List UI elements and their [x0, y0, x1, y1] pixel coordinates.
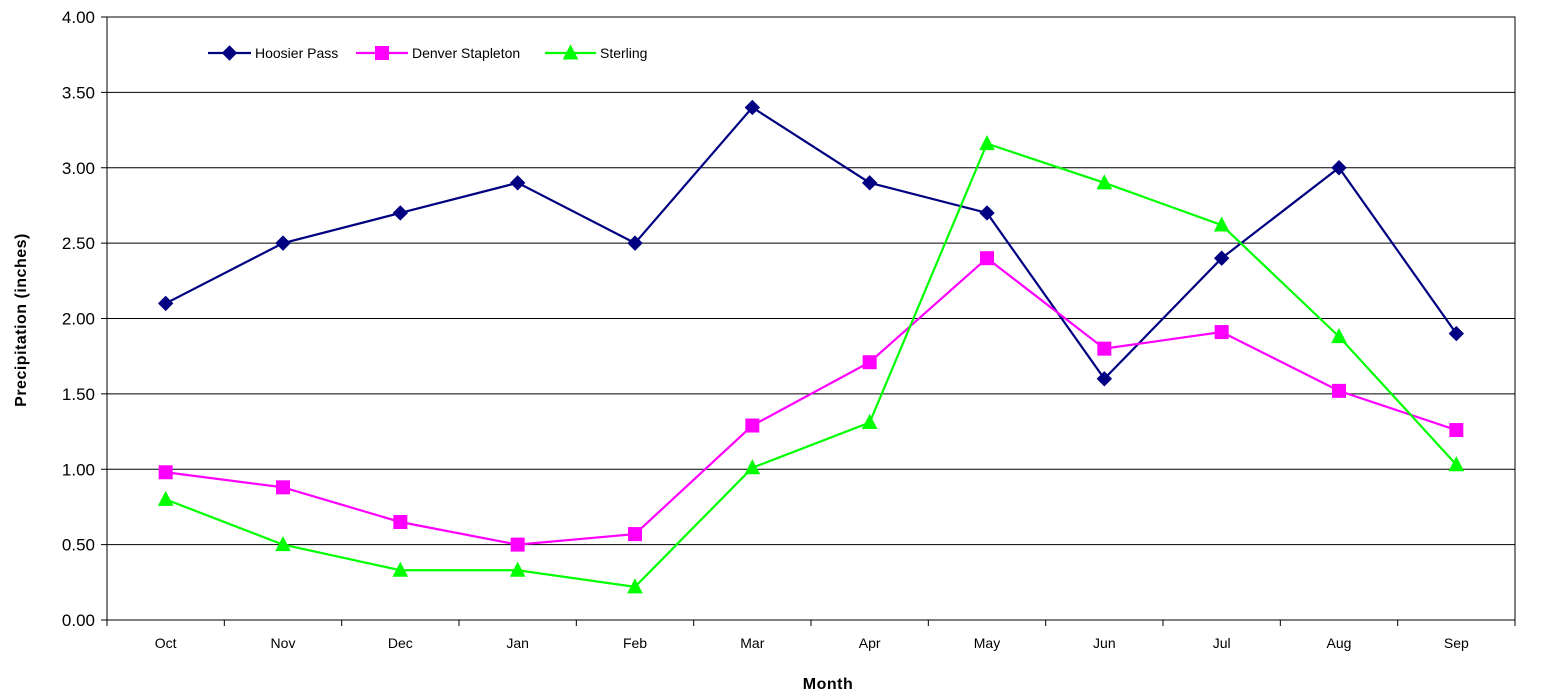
- data-point: [159, 296, 173, 310]
- x-axis-title: Month: [803, 676, 853, 693]
- legend-item: Sterling: [545, 45, 647, 61]
- x-tick-label: May: [974, 635, 1000, 651]
- data-point: [511, 538, 524, 551]
- y-tick-label: 2.00: [62, 310, 95, 329]
- x-tick-label: Jul: [1213, 635, 1231, 651]
- y-tick-label: 1.50: [62, 385, 95, 404]
- data-point: [863, 415, 877, 429]
- x-tick-label: Oct: [155, 635, 177, 651]
- data-point: [980, 206, 994, 220]
- series-sterling: [159, 136, 1464, 593]
- x-tick-label: Dec: [388, 635, 413, 651]
- data-series: [159, 100, 1464, 592]
- x-tick-label: Aug: [1327, 635, 1352, 651]
- x-tick-label: Jun: [1093, 635, 1116, 651]
- y-axis-tick-labels: 0.00 0.50 1.00 1.50 2.00 2.50 3.00 3.50 4.00: [62, 8, 95, 630]
- x-tick-label: Mar: [740, 635, 764, 651]
- legend-item: Denver Stapleton: [356, 45, 520, 61]
- data-point: [629, 528, 642, 541]
- legend-label: Hoosier Pass: [255, 45, 338, 61]
- legend-item: Hoosier Pass: [208, 45, 338, 61]
- data-point: [1449, 327, 1463, 341]
- y-tick-label: 1.00: [62, 460, 95, 479]
- y-axis-title: Precipitation (inches): [13, 233, 30, 407]
- y-tick-label: 3.50: [62, 83, 95, 102]
- data-point: [863, 176, 877, 190]
- data-point: [1450, 424, 1463, 437]
- data-point: [393, 206, 407, 220]
- data-point: [276, 236, 290, 250]
- data-point: [394, 516, 407, 529]
- x-tick-label: Apr: [859, 635, 881, 651]
- series-line: [166, 258, 1457, 544]
- data-point: [981, 252, 994, 265]
- series-line: [166, 144, 1457, 587]
- data-point: [1215, 326, 1228, 339]
- data-point: [1333, 384, 1346, 397]
- data-point: [863, 356, 876, 369]
- y-tick-label: 2.50: [62, 234, 95, 253]
- x-tick-label: Sep: [1444, 635, 1469, 651]
- series-denver-stapleton: [159, 252, 1463, 551]
- data-point: [980, 136, 994, 150]
- y-tick-label: 0.50: [62, 536, 95, 555]
- legend-label: Denver Stapleton: [412, 45, 520, 61]
- legend-marker: [376, 47, 389, 60]
- data-point: [159, 492, 173, 506]
- data-point: [511, 176, 525, 190]
- x-tick-label: Jan: [506, 635, 529, 651]
- legend: Hoosier Pass Denver Stapleton Sterling: [208, 45, 647, 61]
- data-point: [1098, 342, 1111, 355]
- grid-lines: [107, 17, 1515, 545]
- data-point: [159, 466, 172, 479]
- legend-marker: [223, 46, 237, 60]
- x-tick-label: Feb: [623, 635, 647, 651]
- legend-label: Sterling: [600, 45, 647, 61]
- data-point: [746, 419, 759, 432]
- x-axis-tick-labels: Oct Nov Dec Jan Feb Mar Apr May Jun Jul Aug Sep: [155, 635, 1469, 651]
- axes: [101, 17, 1515, 626]
- y-tick-label: 3.00: [62, 159, 95, 178]
- y-tick-label: 0.00: [62, 611, 95, 630]
- y-tick-label: 4.00: [62, 8, 95, 27]
- x-tick-label: Nov: [271, 635, 296, 651]
- data-point: [277, 481, 290, 494]
